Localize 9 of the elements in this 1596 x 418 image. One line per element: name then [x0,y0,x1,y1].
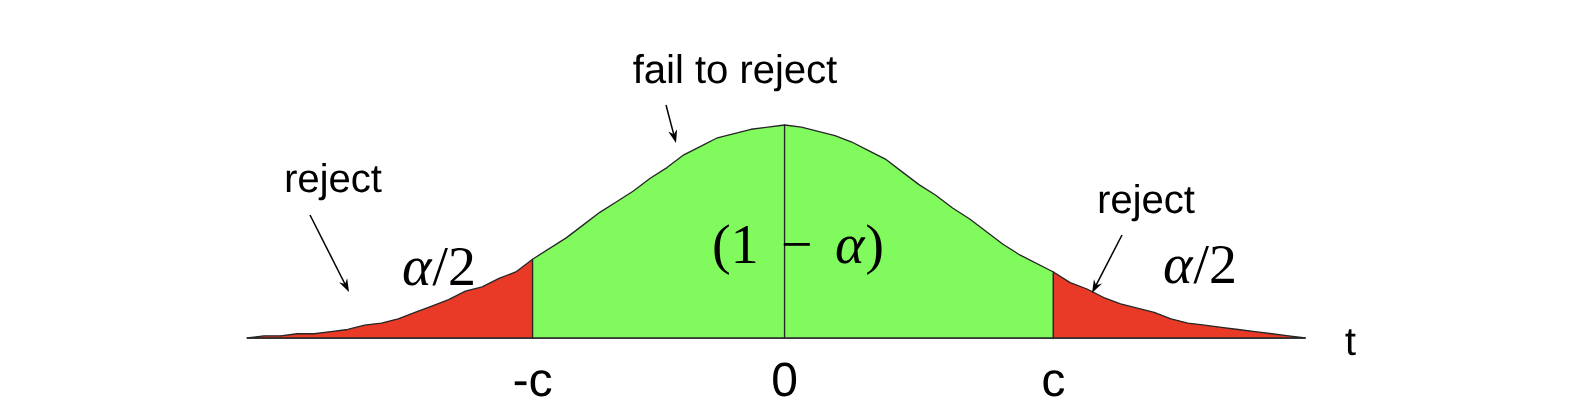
annotation: reject [1099,184,1195,222]
annotation: α/2 [403,247,473,286]
x-axis-title: t [1345,329,1356,356]
annotation: α/2 [1164,245,1234,284]
x-tick-label: c [1043,370,1065,397]
annotation: reject [286,163,382,201]
text: fail to reject [633,54,837,92]
x-tick-label: -c [514,370,552,397]
x-tick-label: 0 [773,362,797,397]
